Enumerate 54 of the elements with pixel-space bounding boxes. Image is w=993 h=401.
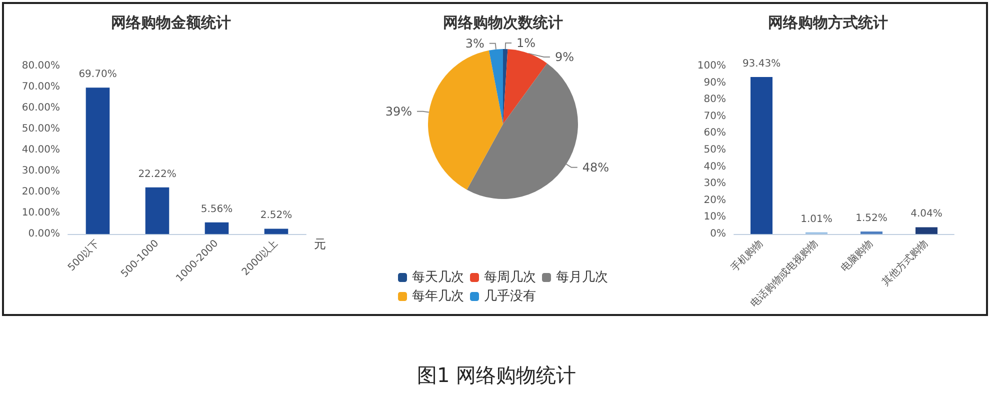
chart-title: 网络购物金额统计	[111, 14, 231, 32]
data-label: 1%	[516, 36, 536, 50]
data-label: 22.22%	[138, 168, 176, 180]
data-label: 5.56%	[200, 204, 233, 215]
bar	[204, 222, 229, 234]
y-tick-label: 40%	[704, 161, 726, 172]
y-tick-label: 100%	[697, 60, 726, 72]
x-tick-label: 500以下	[66, 237, 102, 274]
x-axis-title: 元	[314, 237, 326, 251]
y-tick-label: 90%	[704, 77, 726, 88]
y-tick-label: 60.00%	[22, 102, 60, 114]
data-label: 2.52%	[260, 210, 292, 222]
data-label: 1.52%	[856, 212, 888, 224]
y-tick-label: 0%	[710, 228, 726, 240]
bar	[145, 187, 170, 234]
data-label: 69.70%	[78, 69, 117, 80]
legend-label: 每周几次	[484, 270, 536, 285]
y-tick-label: 20%	[704, 194, 726, 206]
data-label: 9%	[554, 50, 574, 64]
y-tick-label: 70.00%	[22, 82, 60, 92]
y-tick-label: 80%	[704, 94, 726, 106]
legend-label: 几乎没有	[484, 289, 536, 304]
chart-title: 网络购物方式统计	[768, 14, 888, 32]
data-label: 4.04%	[910, 208, 942, 220]
y-tick-label: 40.00%	[22, 144, 60, 156]
y-tick-label: 10.00%	[22, 208, 60, 218]
y-tick-label: 10%	[704, 212, 726, 223]
data-label: 3%	[465, 36, 484, 50]
y-tick-label: 70%	[704, 110, 726, 122]
legend-label: 每月几次	[556, 270, 608, 285]
chart-title: 网络购物次数统计	[443, 14, 563, 32]
bar	[916, 227, 938, 234]
x-tick-label: 电脑购物	[838, 237, 876, 274]
data-label: 48%	[582, 160, 610, 174]
legend-label: 每年几次	[412, 289, 464, 304]
bar	[264, 228, 288, 234]
y-tick-label: 60%	[704, 128, 726, 139]
data-label: 39%	[385, 104, 412, 118]
y-tick-label: 30.00%	[22, 166, 60, 176]
bar	[860, 231, 882, 234]
x-tick-label: 手机购物	[728, 237, 766, 274]
y-tick-label: 80.00%	[22, 60, 60, 72]
y-tick-label: 50.00%	[22, 124, 60, 134]
bar	[750, 77, 772, 234]
data-label: 93.43%	[742, 58, 781, 70]
legend-label: 每天几次	[412, 270, 464, 285]
y-tick-label: 0.00%	[28, 228, 60, 240]
caption: 图1 网络购物统计	[416, 362, 578, 389]
data-label: 1.01%	[800, 214, 832, 225]
bar	[86, 88, 110, 234]
x-tick-label: 其他方式购物	[879, 237, 930, 288]
y-tick-label: 50%	[704, 144, 726, 156]
y-tick-label: 30%	[704, 178, 726, 190]
y-tick-label: 20.00%	[22, 186, 60, 198]
